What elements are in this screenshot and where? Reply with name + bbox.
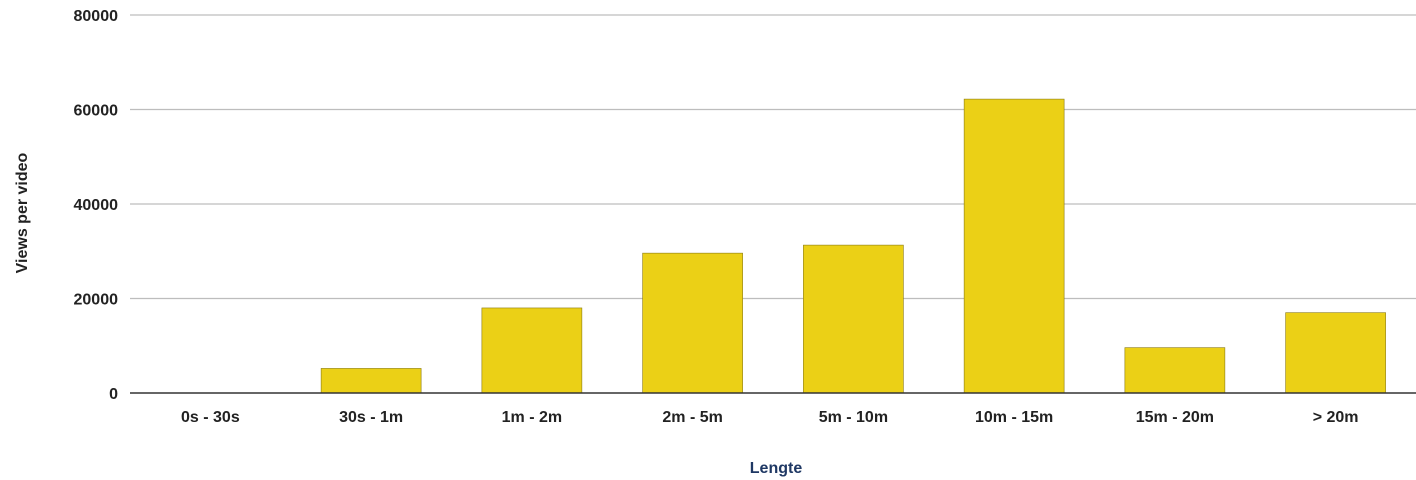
x-tick-label: 30s - 1m bbox=[339, 409, 403, 426]
bar bbox=[1285, 312, 1386, 394]
bars bbox=[320, 98, 1386, 394]
x-tick-label: > 20m bbox=[1313, 409, 1359, 426]
x-tick-label: 15m - 20m bbox=[1136, 409, 1214, 426]
y-axis-title: Views per video bbox=[14, 152, 31, 273]
bar bbox=[803, 244, 904, 394]
bar bbox=[1124, 347, 1226, 394]
x-tick-label: 5m - 10m bbox=[819, 409, 888, 426]
x-tick-label: 0s - 30s bbox=[181, 409, 240, 426]
x-tick-label: 10m - 15m bbox=[975, 409, 1053, 426]
y-tick-label: 60000 bbox=[74, 103, 119, 120]
x-tick-label: 2m - 5m bbox=[662, 409, 722, 426]
x-axis-ticks: 0s - 30s 30s - 1m 1m - 2m 2m - 5m 5m - 10m 10… bbox=[181, 409, 1359, 426]
y-tick-label: 40000 bbox=[74, 197, 119, 214]
gridlines bbox=[130, 14, 1416, 300]
y-tick-label: 20000 bbox=[74, 292, 119, 309]
y-tick-label: 80000 bbox=[74, 8, 119, 25]
bar bbox=[320, 368, 422, 394]
y-tick-label: 0 bbox=[109, 386, 118, 403]
bar bbox=[642, 252, 743, 394]
bar bbox=[963, 98, 1065, 394]
x-axis-title: Lengte bbox=[750, 460, 803, 477]
x-tick-label: 1m - 2m bbox=[502, 409, 562, 426]
y-axis-ticks: 0 20000 40000 60000 80000 bbox=[74, 8, 119, 403]
bar bbox=[481, 307, 583, 394]
